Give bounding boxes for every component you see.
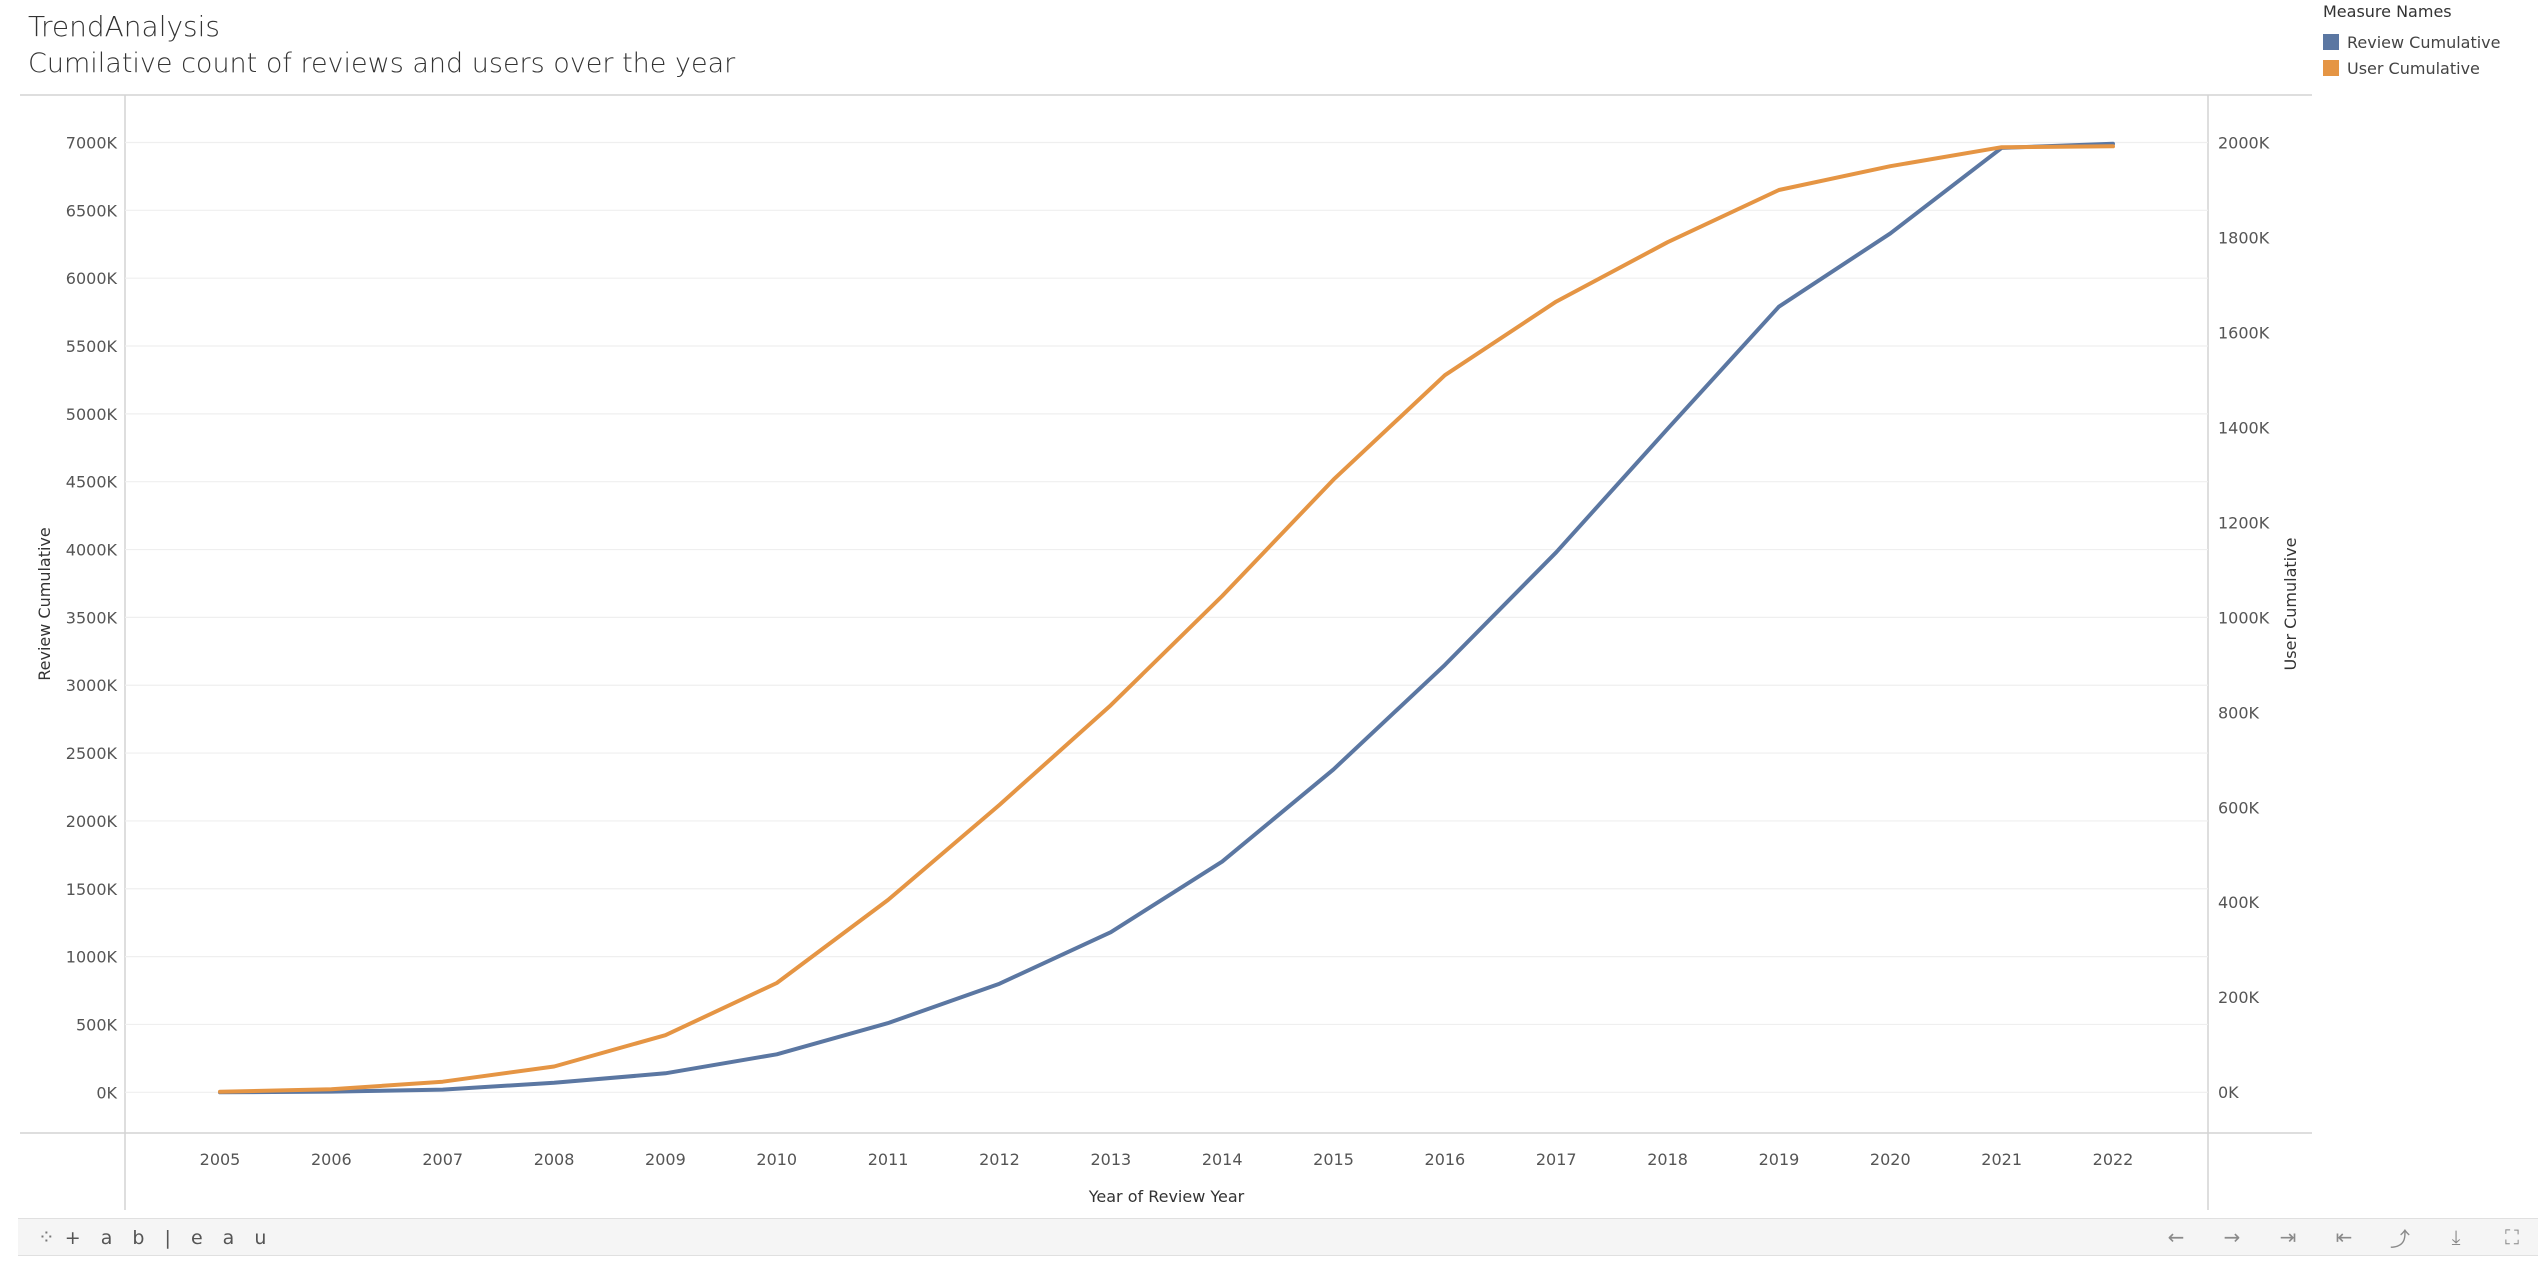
x-tick-label: 2008 <box>534 1150 575 1169</box>
left-tick-label: 3000K <box>66 676 118 695</box>
right-tick-label: 1600K <box>2218 323 2270 342</box>
dashboard-title: TrendAnalysis <box>28 10 220 43</box>
left-tick-label: 2500K <box>66 744 118 763</box>
right-tick-label: 1000K <box>2218 608 2270 627</box>
x-tick-label: 2021 <box>1981 1150 2022 1169</box>
x-tick-label: 2017 <box>1536 1150 1577 1169</box>
legend-swatch-user <box>2323 60 2339 76</box>
x-tick-label: 2022 <box>2093 1150 2134 1169</box>
left-tick-label: 4500K <box>66 473 118 492</box>
right-tick-label: 1800K <box>2218 228 2270 247</box>
legend-title: Measure Names <box>2323 2 2452 21</box>
right-tick-label: 1400K <box>2218 418 2270 437</box>
x-tick-label: 2010 <box>756 1150 797 1169</box>
tableau-logo-text: + a b | e a u <box>64 1227 274 1249</box>
series-line-user-cumulative <box>218 144 2115 1094</box>
left-tick-label: 6500K <box>66 201 118 220</box>
left-tick-label: 6000K <box>66 269 118 288</box>
tableau-toolbar: ⁘ + a b | e a u ← → ⇥ ⇤ ⤴ ⤓ ⛶ <box>18 1218 2538 1256</box>
x-tick-label: 2014 <box>1202 1150 1243 1169</box>
left-tick-label: 2000K <box>66 812 118 831</box>
x-tick-label: 2007 <box>422 1150 463 1169</box>
x-axis-title: Year of Review Year <box>1088 1187 1245 1206</box>
share-icon[interactable]: ⤴ <box>2390 1226 2410 1251</box>
left-tick-label: 5000K <box>66 405 118 424</box>
x-tick-label: 2018 <box>1647 1150 1688 1169</box>
right-tick-label: 400K <box>2218 893 2260 912</box>
download-icon[interactable]: ⤓ <box>2451 1225 2461 1249</box>
right-tick-label: 600K <box>2218 798 2260 817</box>
undo-icon[interactable]: ← <box>2167 1225 2185 1249</box>
x-tick-label: 2006 <box>311 1150 352 1169</box>
series-line-review-cumulative <box>218 141 2115 1095</box>
x-tick-label: 2011 <box>868 1150 909 1169</box>
left-tick-label: 500K <box>76 1015 118 1034</box>
right-tick-label: 800K <box>2218 703 2260 722</box>
left-tick-label: 4000K <box>66 541 118 560</box>
y-axis-title: Review Cumulative <box>35 527 54 681</box>
redo-icon[interactable]: → <box>2223 1225 2241 1249</box>
left-tick-label: 5500K <box>66 337 118 356</box>
legend-swatch-review <box>2323 34 2339 50</box>
tableau-logo-icon: ⁘ <box>38 1225 55 1249</box>
x-tick-label: 2012 <box>979 1150 1020 1169</box>
x-tick-label: 2016 <box>1425 1150 1466 1169</box>
tableau-logo: ⁘ + a b | e a u <box>38 1225 273 1249</box>
x-tick-label: 2005 <box>200 1150 241 1169</box>
left-tick-label: 3500K <box>66 608 118 627</box>
legend: Measure Names Review Cumulative User Cum… <box>2323 2 2501 81</box>
left-tick-label: 1500K <box>66 880 118 899</box>
fullscreen-icon[interactable]: ⛶ <box>2505 1225 2519 1249</box>
x-tick-label: 2013 <box>1090 1150 1131 1169</box>
legend-item-review[interactable]: Review Cumulative <box>2323 29 2501 55</box>
legend-label-user: User Cumulative <box>2347 58 2480 78</box>
legend-item-user[interactable]: User Cumulative <box>2323 55 2501 81</box>
x-tick-label: 2019 <box>1759 1150 1800 1169</box>
y2-axis-title: User Cumulative <box>2281 538 2300 671</box>
x-tick-label: 2009 <box>645 1150 686 1169</box>
right-tick-label: 2000K <box>2218 133 2270 152</box>
right-tick-label: 200K <box>2218 988 2260 1007</box>
x-tick-label: 2015 <box>1313 1150 1354 1169</box>
x-tick-label: 2020 <box>1870 1150 1911 1169</box>
legend-label-review: Review Cumulative <box>2347 32 2501 52</box>
left-tick-label: 7000K <box>66 133 118 152</box>
reset-icon[interactable]: ⇤ <box>2335 1225 2353 1249</box>
revert-icon[interactable]: ⇥ <box>2279 1225 2297 1249</box>
right-tick-label: 0K <box>2218 1083 2239 1102</box>
line-chart[interactable]: 0K 500K 1000K 1500K 2000K 2500K 3000K 3500K 4000… <box>0 0 2546 1210</box>
dashboard-subtitle: Cumilative count of reviews and users ov… <box>28 48 736 79</box>
left-tick-label: 1000K <box>66 948 118 967</box>
left-tick-label: 0K <box>96 1083 117 1102</box>
right-tick-label: 1200K <box>2218 513 2270 532</box>
